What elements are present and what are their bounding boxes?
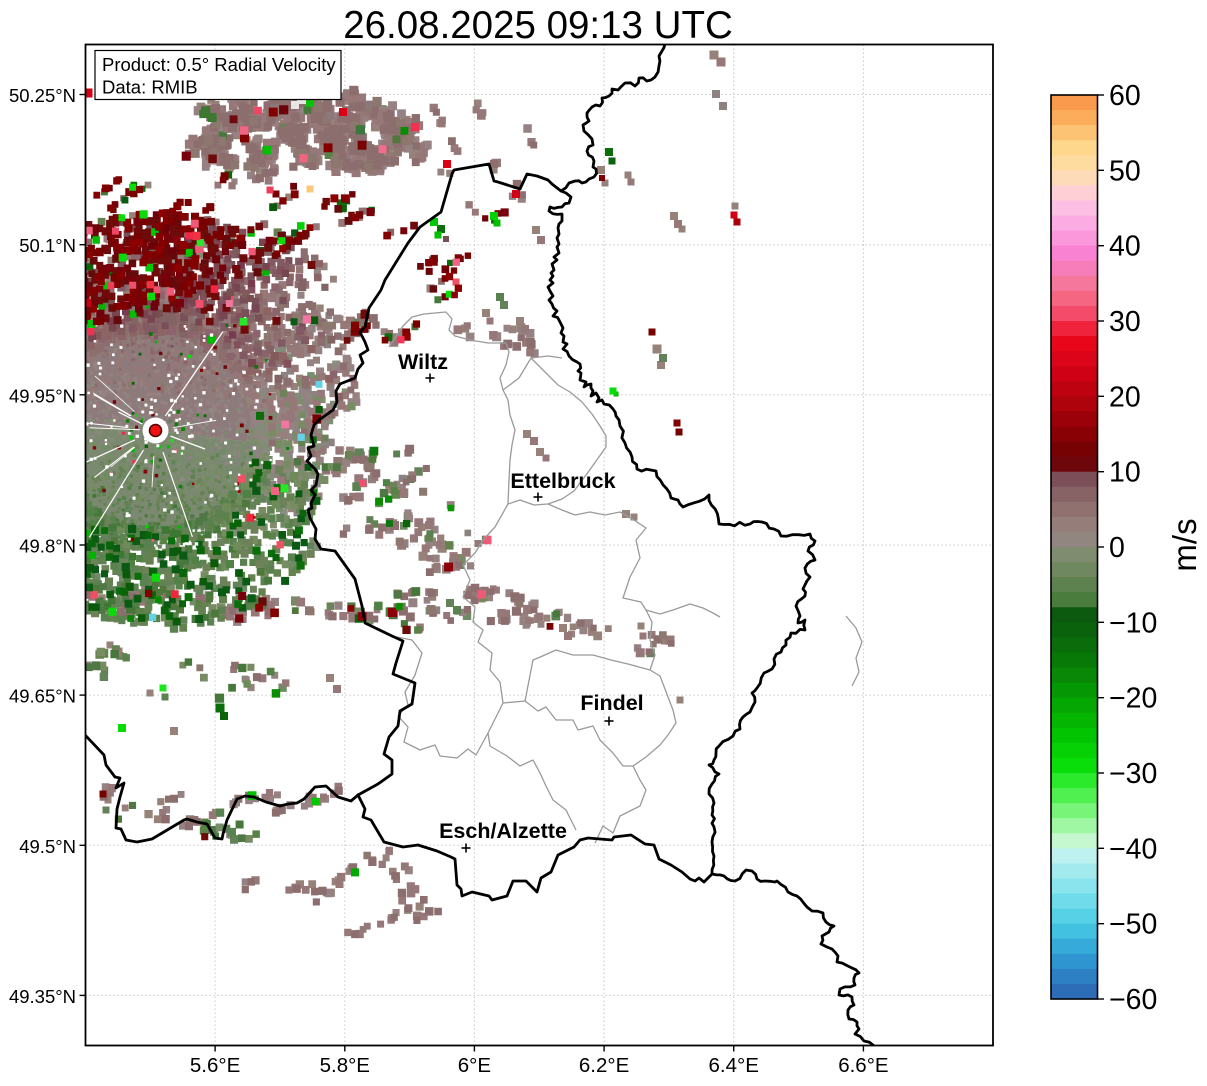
svg-text:49.65°N: 49.65°N bbox=[9, 686, 76, 707]
svg-text:Findel: Findel bbox=[580, 691, 643, 715]
svg-text:Esch/Alzette: Esch/Alzette bbox=[439, 819, 567, 843]
svg-text:0: 0 bbox=[1109, 532, 1125, 564]
svg-text:m/s: m/s bbox=[1166, 518, 1203, 571]
svg-text:49.95°N: 49.95°N bbox=[9, 385, 76, 406]
svg-text:−50: −50 bbox=[1109, 909, 1157, 941]
svg-text:−20: −20 bbox=[1109, 683, 1157, 715]
svg-text:−60: −60 bbox=[1109, 984, 1157, 1016]
svg-text:50: 50 bbox=[1109, 155, 1141, 187]
svg-text:49.5°N: 49.5°N bbox=[19, 836, 76, 857]
svg-text:26.08.2025 09:13 UTC: 26.08.2025 09:13 UTC bbox=[343, 4, 733, 47]
svg-text:50.1°N: 50.1°N bbox=[19, 235, 76, 256]
svg-text:−40: −40 bbox=[1109, 833, 1157, 865]
svg-text:−30: −30 bbox=[1109, 758, 1157, 790]
svg-text:60: 60 bbox=[1109, 80, 1141, 112]
svg-text:Ettelbruck: Ettelbruck bbox=[510, 469, 615, 493]
svg-text:49.8°N: 49.8°N bbox=[19, 536, 76, 557]
svg-text:Product: 0.5° Radial Velocity: Product: 0.5° Radial Velocity bbox=[102, 54, 336, 75]
svg-text:30: 30 bbox=[1109, 306, 1141, 338]
svg-text:6.6°E: 6.6°E bbox=[838, 1054, 888, 1077]
svg-text:6.2°E: 6.2°E bbox=[579, 1054, 629, 1077]
svg-text:10: 10 bbox=[1109, 457, 1141, 489]
svg-text:49.35°N: 49.35°N bbox=[9, 986, 76, 1007]
svg-text:40: 40 bbox=[1109, 231, 1141, 263]
svg-text:6°E: 6°E bbox=[458, 1054, 491, 1077]
svg-text:Data: RMIB: Data: RMIB bbox=[102, 77, 198, 98]
svg-text:5.8°E: 5.8°E bbox=[320, 1054, 370, 1077]
svg-text:50.25°N: 50.25°N bbox=[9, 85, 76, 106]
svg-text:6.4°E: 6.4°E bbox=[709, 1054, 759, 1077]
svg-text:20: 20 bbox=[1109, 381, 1141, 413]
svg-text:−10: −10 bbox=[1109, 607, 1157, 639]
svg-text:Wiltz: Wiltz bbox=[398, 350, 448, 374]
svg-text:5.6°E: 5.6°E bbox=[190, 1054, 240, 1077]
